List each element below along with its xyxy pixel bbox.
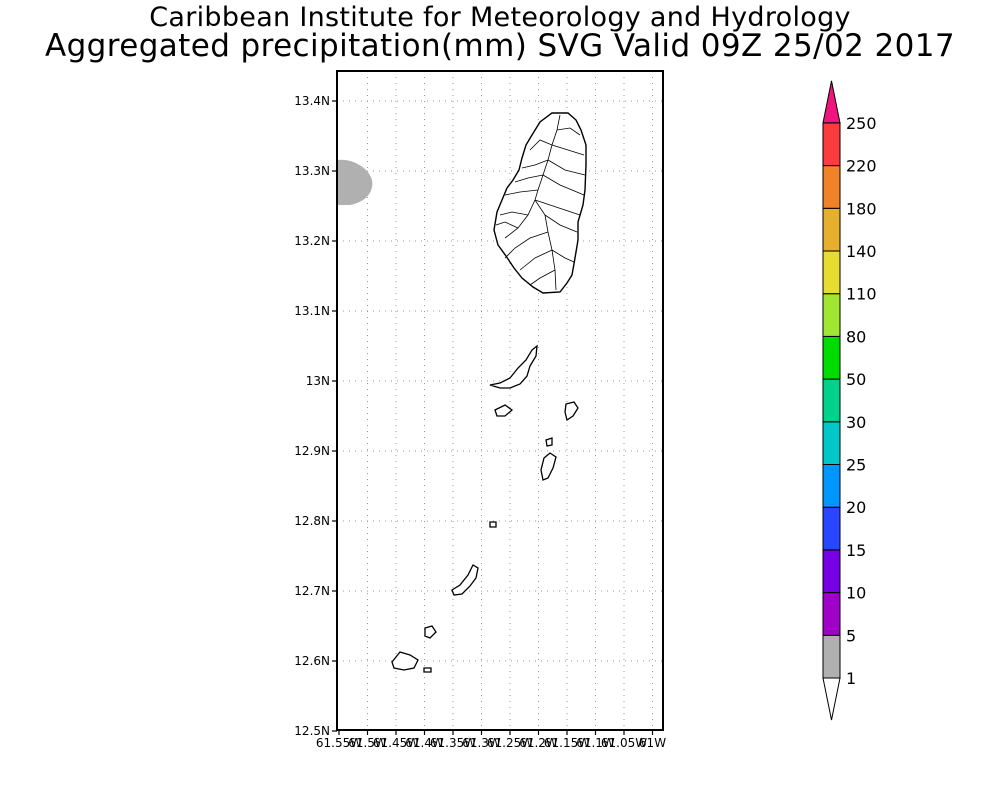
colorbar-segment bbox=[822, 592, 841, 636]
colorbar-label: 50 bbox=[846, 370, 866, 389]
colorbar-label: 10 bbox=[846, 584, 866, 603]
colorbar-under-triangle bbox=[822, 677, 841, 721]
product-title: Aggregated precipitation(mm) SVG Valid 0… bbox=[45, 28, 955, 64]
colorbar-segment bbox=[822, 634, 841, 679]
lon-tick-label: 61.1W bbox=[576, 736, 615, 750]
lat-tick-label: 13.3N bbox=[294, 164, 330, 178]
canouan-island bbox=[540, 452, 557, 481]
mustique-island bbox=[564, 401, 579, 422]
map-gridlines bbox=[337, 71, 663, 730]
lon-tick-label: 61.3W bbox=[462, 736, 501, 750]
lat-tick-label: 13.4N bbox=[294, 94, 330, 108]
colorbar-label: 30 bbox=[846, 413, 866, 432]
lon-tick-label: 61.45W bbox=[373, 736, 419, 750]
small-islet bbox=[545, 437, 553, 447]
lat-tick-label: 13.1N bbox=[294, 304, 330, 318]
colorbar-label: 1 bbox=[846, 669, 856, 688]
lat-tick-label: 12.8N bbox=[294, 514, 330, 528]
colorbar-label: 250 bbox=[846, 114, 877, 133]
carriacou-islet-b bbox=[391, 651, 419, 671]
colorbar-over-triangle bbox=[822, 80, 841, 124]
institution-title: Caribbean Institute for Meteorology and … bbox=[149, 2, 851, 33]
bequia-island bbox=[489, 344, 538, 389]
colorbar-label: 5 bbox=[846, 626, 856, 645]
colorbar-segment bbox=[822, 464, 841, 508]
colorbar-segment bbox=[822, 122, 841, 167]
colorbar-label: 25 bbox=[846, 456, 866, 475]
latitude-axis: 13.4N 13.3N 13.2N 13.1N 13N 12.9N 12.8N 12.7N 12… bbox=[294, 94, 337, 738]
colorbar-label: 15 bbox=[846, 541, 866, 560]
map-frame bbox=[336, 70, 664, 731]
lat-tick-label: 12.7N bbox=[294, 584, 330, 598]
islet-d bbox=[494, 404, 514, 417]
island-internal-lines bbox=[495, 114, 586, 291]
carriacou-islet-c bbox=[423, 667, 432, 673]
lon-tick-label: 61.4W bbox=[405, 736, 444, 750]
colorbar-label: 80 bbox=[846, 327, 866, 346]
colorbar-segment bbox=[822, 293, 841, 337]
lon-tick-label: 61W bbox=[639, 736, 666, 750]
precipitation-area bbox=[337, 159, 373, 205]
union-island bbox=[451, 564, 479, 596]
lon-tick-label: 61.5W bbox=[348, 736, 387, 750]
colorbar-segment bbox=[822, 335, 841, 380]
colorbar-label: 220 bbox=[846, 157, 877, 176]
grenadine-islands bbox=[391, 344, 579, 673]
colorbar-segment bbox=[822, 506, 841, 551]
colorbar-segment bbox=[822, 378, 841, 423]
longitude-axis: 61.55W61.5W61.45W61.4W61.35W61.3W61.25W6… bbox=[316, 730, 666, 750]
carriacou-islet-a bbox=[424, 625, 437, 639]
lon-tick-label: 61.15W bbox=[544, 736, 590, 750]
mayreau-island bbox=[489, 521, 497, 528]
lat-tick-label: 12.9N bbox=[294, 444, 330, 458]
lon-tick-label: 61.55W bbox=[316, 736, 362, 750]
colorbar-segment bbox=[822, 421, 841, 465]
colorbar-segment bbox=[822, 165, 841, 209]
colorbar-segment bbox=[822, 250, 841, 295]
colorbar-segment bbox=[822, 207, 841, 252]
lon-tick-label: 61.25W bbox=[487, 736, 533, 750]
st-vincent-island bbox=[493, 112, 587, 294]
lat-tick-label: 13.2N bbox=[294, 234, 330, 248]
colorbar-segment bbox=[822, 549, 841, 594]
colorbar-label: 140 bbox=[846, 242, 877, 261]
lon-tick-label: 61.35W bbox=[430, 736, 476, 750]
lon-tick-label: 61.2W bbox=[519, 736, 558, 750]
colorbar-label: 110 bbox=[846, 285, 877, 304]
lat-tick-label: 12.6N bbox=[294, 654, 330, 668]
lon-tick-label: 61.05W bbox=[601, 736, 647, 750]
colorbar-label: 180 bbox=[846, 199, 877, 218]
colorbar-label: 20 bbox=[846, 498, 866, 517]
lat-tick-label: 13N bbox=[306, 374, 330, 388]
lat-tick-label: 12.5N bbox=[294, 724, 330, 738]
